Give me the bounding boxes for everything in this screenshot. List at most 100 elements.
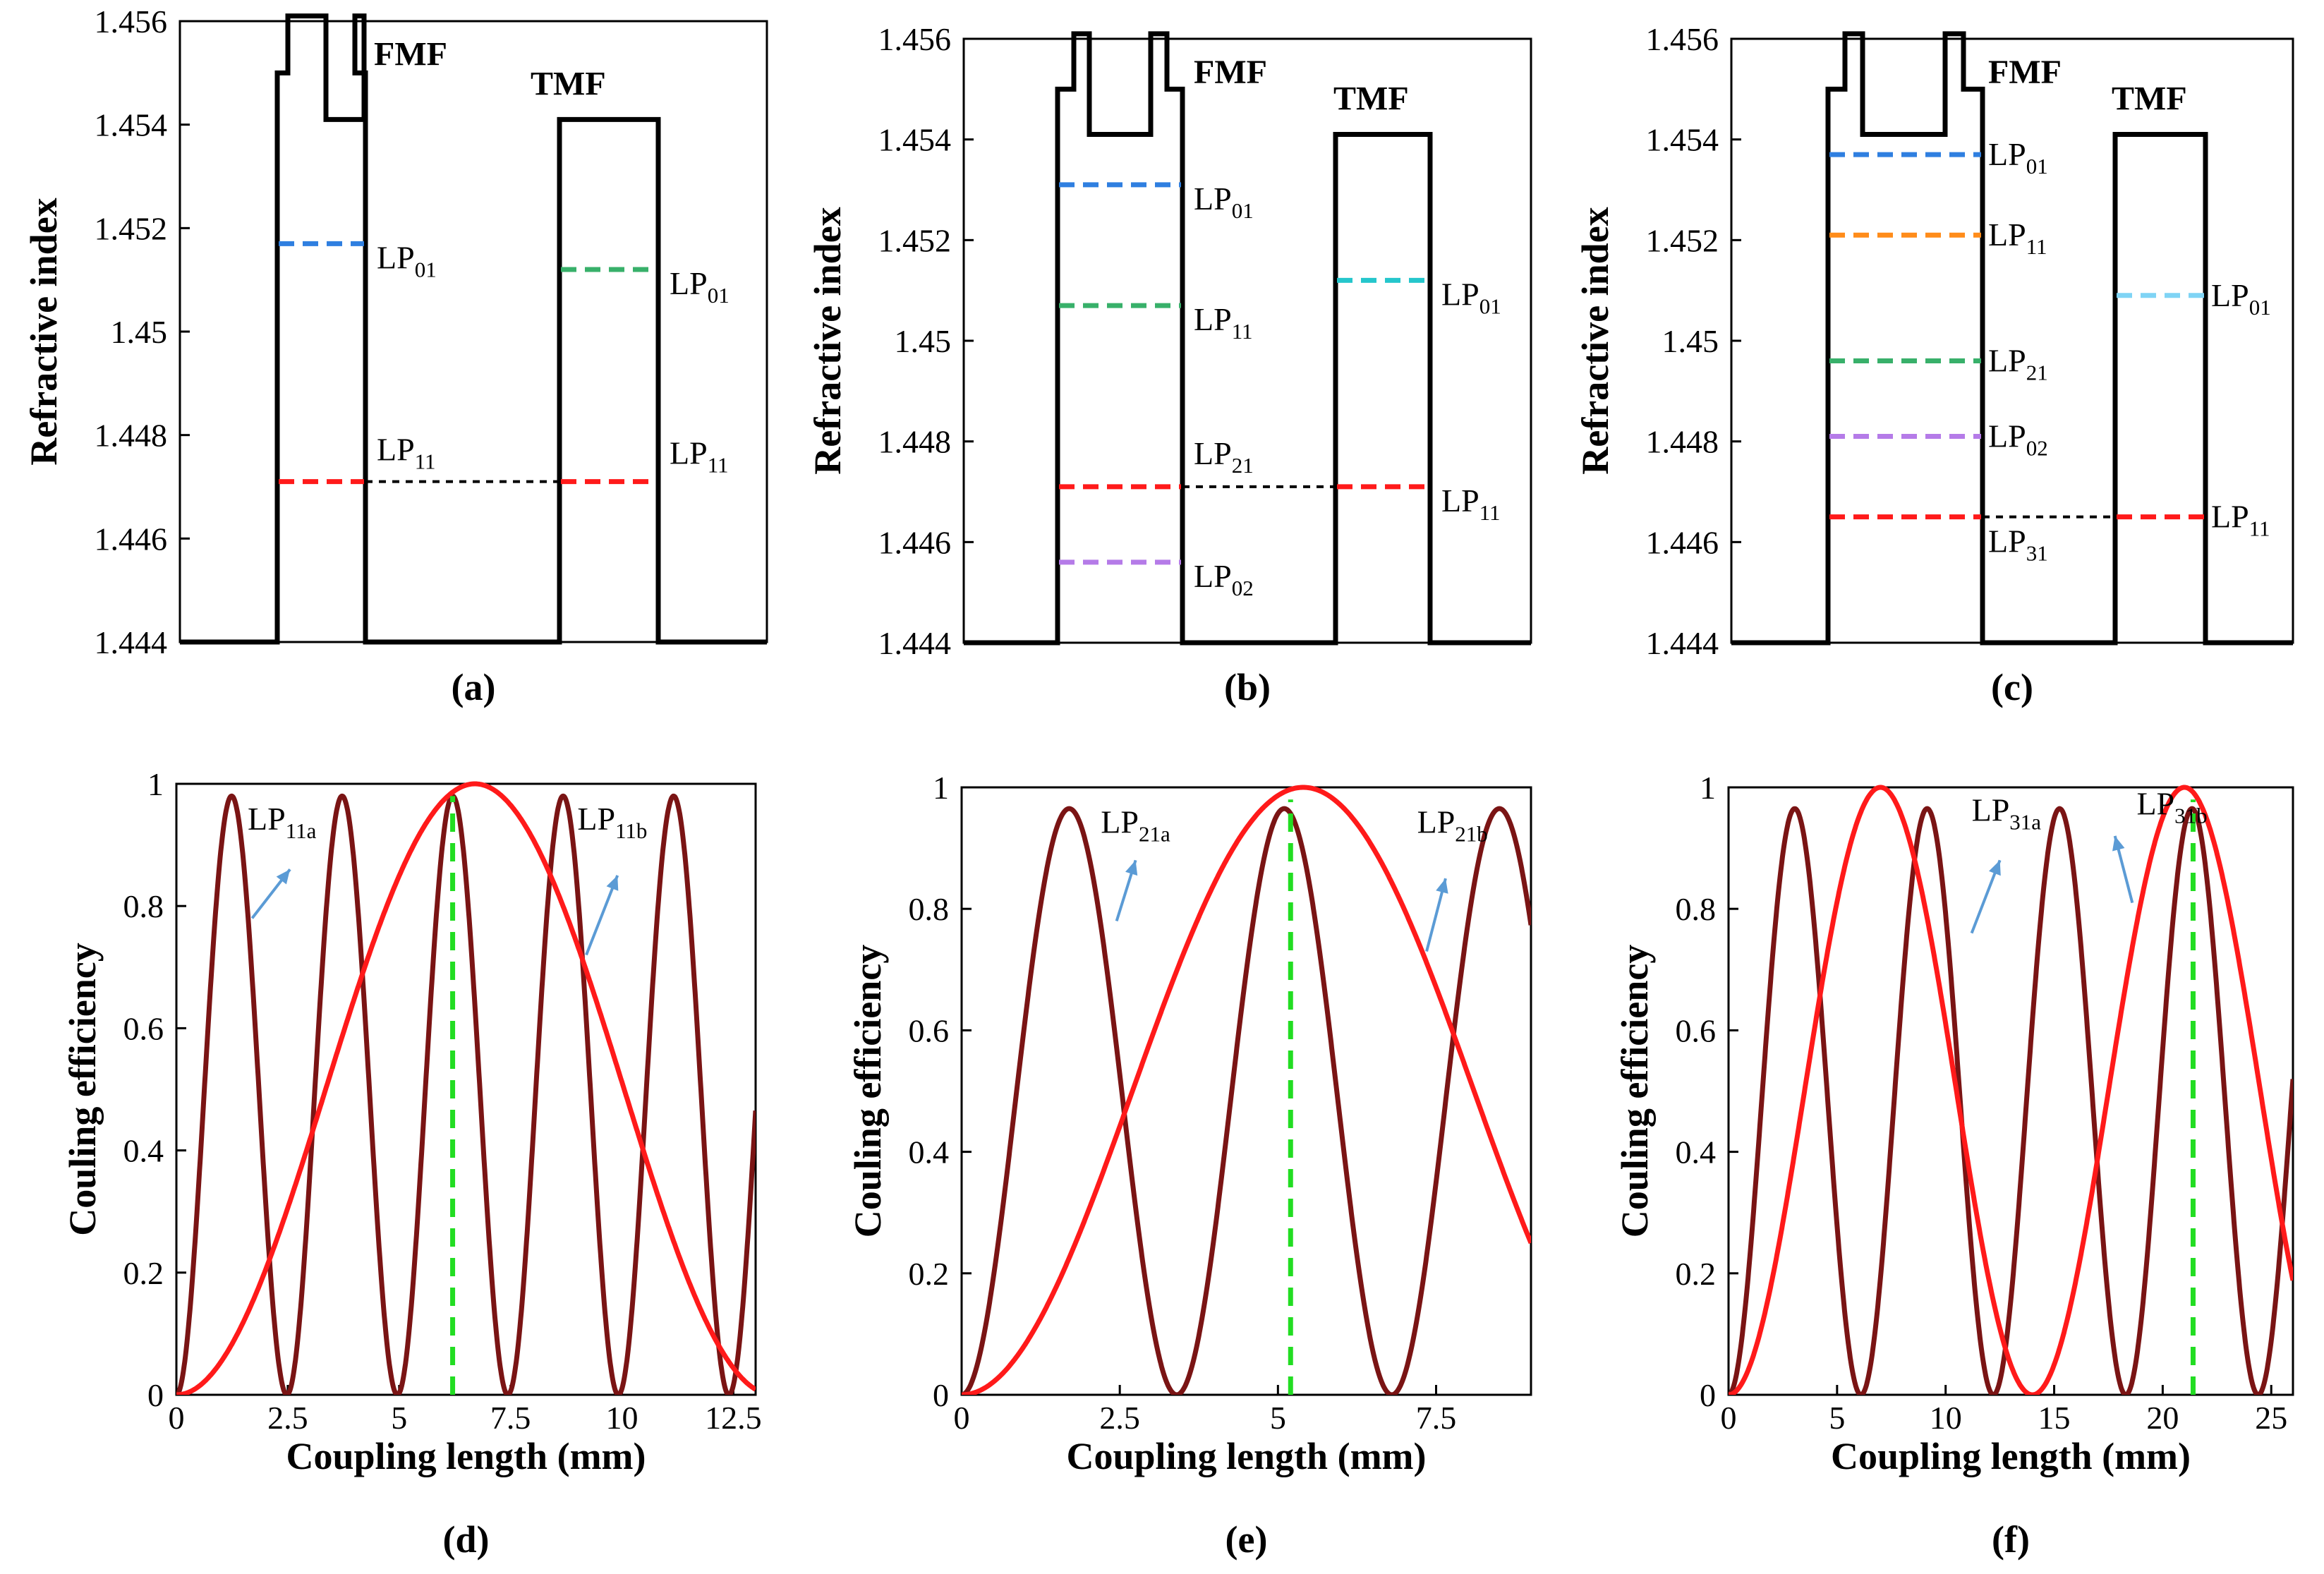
x-tick-label: 5 [1829, 1400, 1845, 1436]
mode-label-fmf-lp11: LP11 [377, 432, 436, 474]
mode-label-tmf-lp01-sub: 01 [2249, 295, 2271, 320]
y-tick-label: 1.45 [111, 314, 168, 350]
index-profile-line [964, 31, 1531, 646]
fmf-label: FMF [1988, 54, 2062, 91]
annotation-lp21b: LP21b [1417, 804, 1488, 952]
annotation-label-lp21a: LP21a [1101, 804, 1170, 847]
x-tick-label: 15 [2038, 1400, 2071, 1436]
annotation-label-lp11a-sub: 11a [286, 818, 317, 843]
mode-label-fmf-lp01-sub: 01 [415, 257, 437, 281]
series-dark-curve [1729, 806, 2293, 1395]
annotation-label-lp21b: LP21b [1417, 804, 1488, 847]
y-tick-label: 0.2 [909, 1256, 950, 1292]
mode-label-fmf-lp02-sub: 02 [2026, 436, 2048, 461]
panel-label: (e) [1225, 1518, 1268, 1561]
mode-label-tmf-lp01-base: LP [670, 265, 708, 301]
mode-label-fmf-lp11-sub: 11 [1232, 319, 1253, 344]
y-tick-label: 1.446 [95, 521, 168, 557]
mode-label-fmf-lp01-base: LP [377, 239, 415, 275]
y-tick-label: 0.2 [123, 1255, 164, 1291]
y-tick-label: 1.45 [1662, 323, 1719, 359]
panel-label: (a) [452, 666, 496, 708]
fmf-label: FMF [374, 36, 447, 73]
y-tick-label: 0.6 [1676, 1012, 1717, 1048]
efficiency-panel-f: 0 5 10 15 20 25 0 0.2 0.4 0.6 0.8 1 Coupling length … [1614, 770, 2294, 1561]
x-tick-label: 7.5 [490, 1400, 531, 1436]
y-tick-label: 0.8 [123, 888, 164, 924]
mode-label-fmf-lp11: LP11 [1988, 217, 2047, 259]
mode-label-fmf-lp11-base: LP [377, 432, 415, 468]
tmf-label: TMF [1333, 80, 1409, 118]
y-tick-label: 1.456 [1646, 21, 1719, 57]
mode-label-fmf-lp31-sub: 31 [2026, 541, 2048, 566]
y-tick-label: 1.444 [1646, 625, 1719, 661]
mode-label-fmf-lp11: LP11 [1194, 301, 1253, 344]
y-tick-label: 1.452 [95, 210, 168, 246]
x-axis-label: Coupling length (mm) [1831, 1435, 2191, 1477]
mode-label-fmf-lp11-base: LP [1988, 217, 2026, 253]
mode-label-tmf-lp01: LP01 [1441, 276, 1501, 318]
curves [962, 785, 1531, 1395]
series-red-curve [962, 785, 1531, 1395]
x-tick-label: 7.5 [1416, 1400, 1457, 1436]
y-tick-label: 0.6 [123, 1010, 164, 1046]
mode-label-tmf-lp11: LP11 [2211, 499, 2270, 541]
profile-panel-a: 1.444 1.446 1.448 1.45 1.452 1.454 1.456 Refrac… [23, 4, 768, 708]
annotation-arrow-head [2112, 835, 2125, 852]
y-tick-label: 1.448 [1646, 424, 1719, 460]
x-tick-label: 12.5 [705, 1400, 762, 1436]
y-axis-label: Couling efficiency [1614, 945, 1656, 1237]
panel-label: (d) [443, 1518, 490, 1561]
x-tick-label: 0 [1721, 1400, 1737, 1436]
mode-label-fmf-lp11-base: LP [1194, 301, 1232, 337]
annotation-label-lp21a-base: LP [1101, 804, 1139, 840]
mode-label-fmf-lp01: LP01 [1194, 181, 1254, 223]
curves [176, 781, 756, 1395]
mode-label-tmf-lp01-base: LP [1441, 276, 1479, 312]
annotation-label-lp11a-base: LP [248, 801, 286, 837]
y-tick-label: 0 [933, 1377, 949, 1413]
annotation-lp31a: LP31a [1970, 792, 2041, 934]
y-tick-label: 0.4 [123, 1133, 164, 1169]
y-tick-label: 1.444 [95, 624, 168, 660]
annotation-label-lp21a-sub: 21a [1139, 822, 1170, 847]
efficiency-panel-d: 0 2.5 5 7.5 10 12.5 0 0.2 0.4 0.6 0.8 1 Coupling len… [61, 766, 762, 1561]
mode-label-fmf-lp01: LP01 [377, 239, 437, 281]
annotation-label-lp31a-base: LP [1972, 792, 2010, 828]
mode-label-fmf-lp02-sub: 02 [1232, 576, 1254, 600]
mode-label-fmf-lp02: LP02 [1194, 558, 1254, 600]
mode-label-tmf-lp11-base: LP [2211, 499, 2249, 535]
annotation-arrow-head [606, 875, 619, 891]
mode-label-tmf-lp01: LP01 [670, 265, 730, 308]
annotation-label-lp31b-base: LP [2136, 786, 2174, 822]
y-tick-label: 0.4 [909, 1134, 950, 1170]
annotation-arrow-head [1436, 878, 1448, 894]
x-tick-label: 0 [169, 1400, 185, 1436]
annotation-lp11b: LP11b [577, 801, 647, 956]
annotation-label-lp11a: LP11a [248, 801, 317, 843]
series-red-curve [1729, 785, 2293, 1395]
mode-label-fmf-lp21-sub: 21 [1232, 453, 1254, 478]
y-tick-label: 1.454 [1646, 122, 1719, 158]
annotation-label-lp11b-base: LP [577, 801, 615, 837]
y-axis-label: Refractive index [23, 198, 65, 465]
profile-panel-b: 1.444 1.446 1.448 1.45 1.452 1.454 1.456 Refrac… [806, 21, 1532, 708]
y-tick-label: 1 [147, 766, 164, 802]
y-tick-label: 0 [1700, 1377, 1716, 1413]
x-tick-label: 2.5 [267, 1400, 308, 1436]
mode-label-tmf-lp01-sub: 01 [1479, 293, 1501, 318]
mode-label-fmf-lp21-sub: 21 [2026, 361, 2048, 385]
mode-label-fmf-lp21-base: LP [1988, 343, 2026, 379]
y-tick-label: 1.456 [878, 21, 952, 57]
y-tick-label: 0.8 [909, 891, 950, 927]
mode-label-tmf-lp01-sub: 01 [708, 283, 730, 308]
mode-label-fmf-lp02: LP02 [1988, 418, 2048, 461]
mode-label-fmf-lp01-base: LP [1988, 136, 2026, 172]
y-tick-label: 1 [933, 770, 949, 806]
mode-label-fmf-lp01: LP01 [1988, 136, 2048, 178]
plot-frame [960, 786, 1532, 1396]
annotation-label-lp31b: LP31b [2136, 786, 2207, 828]
mode-label-fmf-lp02-base: LP [1194, 558, 1232, 594]
mode-label-fmf-lp01-sub: 01 [1232, 198, 1254, 223]
